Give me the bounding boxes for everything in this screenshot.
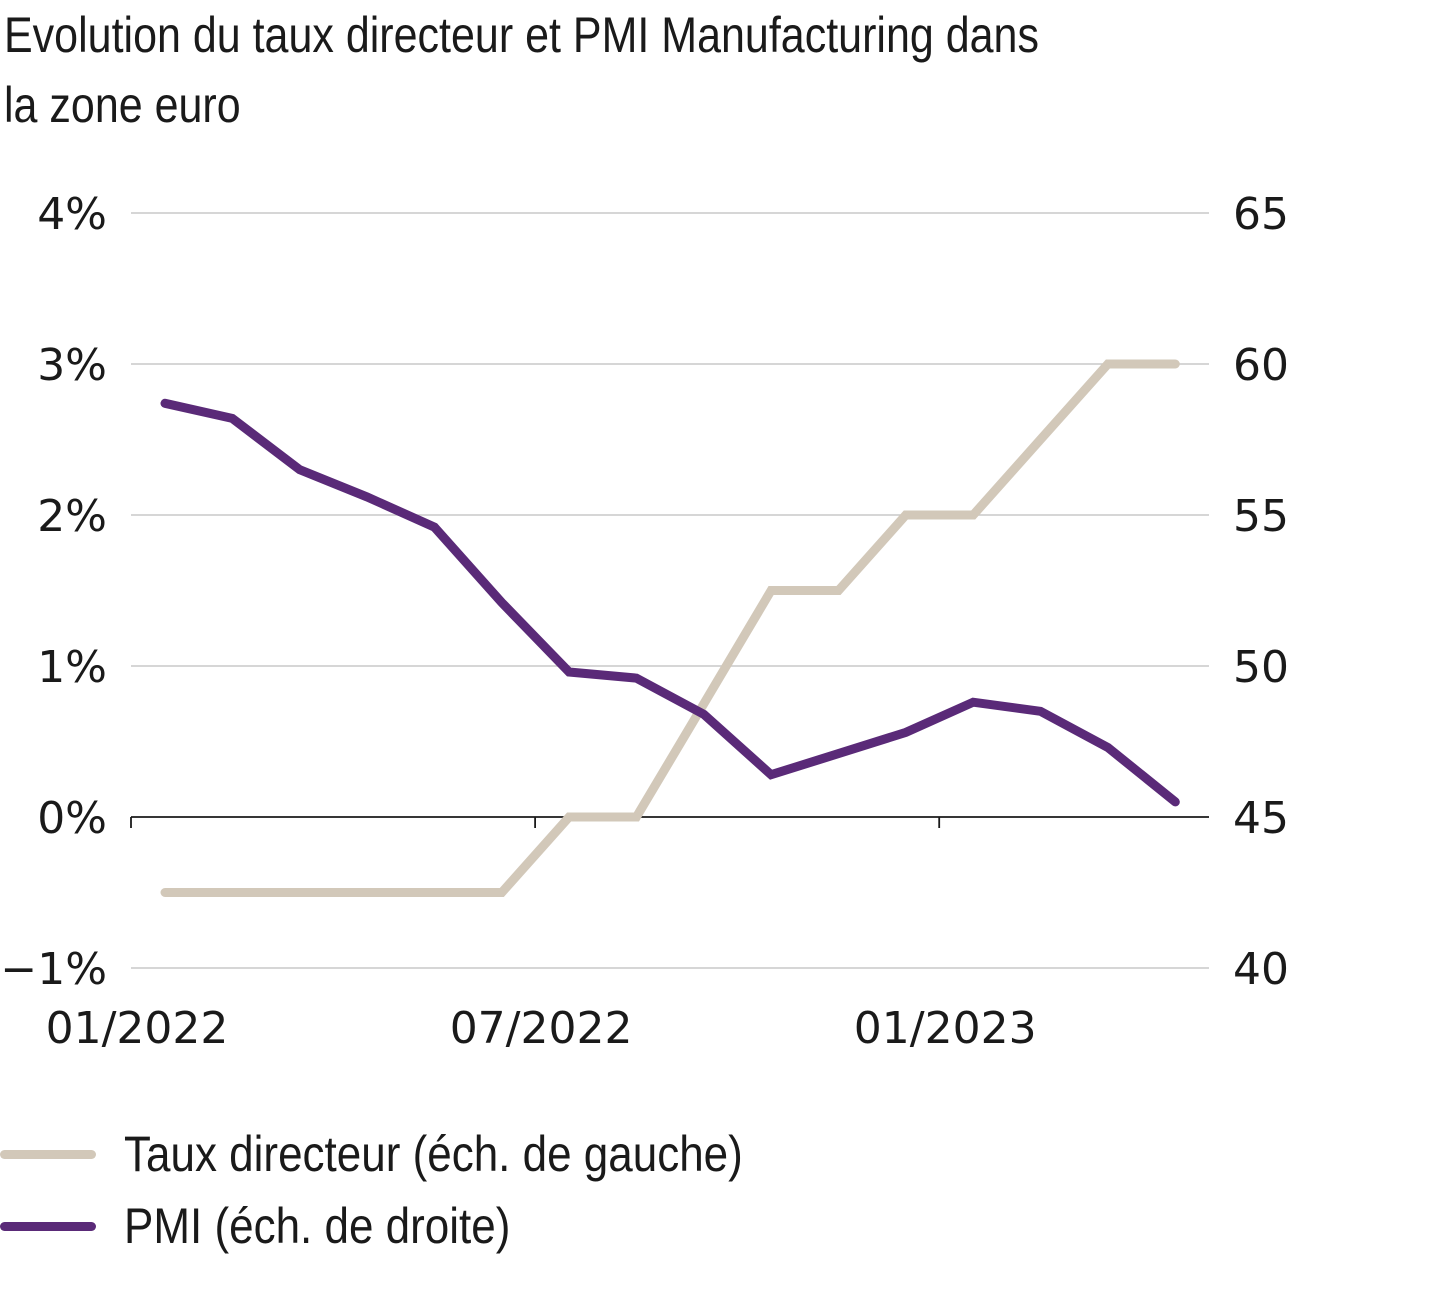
right-tick-label: 50 — [1233, 642, 1289, 693]
right-tick-label: 55 — [1233, 491, 1289, 542]
right-tick-label: 60 — [1233, 340, 1289, 391]
chart-title: Evolution du taux directeur et PMI Manuf… — [4, 0, 1122, 140]
x-tick-label: 07/2022 — [450, 1003, 633, 1054]
gridlines — [131, 212, 1209, 969]
left-tick-label: −1% — [0, 944, 107, 995]
left-tick-label: 4% — [37, 189, 107, 240]
legend: Taux directeur (éch. de gauche) PMI (éch… — [0, 1118, 827, 1262]
x-axis: 01/2022 07/2022 01/2023 — [46, 816, 1209, 1054]
left-tick-label: 1% — [37, 642, 107, 693]
legend-swatch-pmi — [0, 1221, 96, 1231]
right-tick-label: 65 — [1233, 189, 1289, 240]
series-line-policy-rate — [160, 359, 1180, 897]
chart-title-line-2: la zone euro — [4, 77, 241, 133]
legend-label-policy-rate: Taux directeur (éch. de gauche) — [124, 1126, 743, 1182]
right-tick-label: 40 — [1233, 944, 1289, 995]
series-line-pmi — [160, 398, 1180, 807]
legend-label-pmi: PMI (éch. de droite) — [124, 1198, 511, 1254]
legend-swatch-policy-rate — [0, 1149, 96, 1159]
chart-title-line-1: Evolution du taux directeur et PMI Manuf… — [4, 7, 1039, 63]
x-tick-label: 01/2023 — [854, 1003, 1037, 1054]
legend-item-pmi: PMI (éch. de droite) — [0, 1190, 827, 1262]
legend-item-policy-rate: Taux directeur (éch. de gauche) — [0, 1118, 827, 1190]
series-group — [160, 359, 1180, 897]
left-tick-label: 3% — [37, 340, 107, 391]
right-tick-label: 45 — [1233, 793, 1289, 844]
x-tick-label: 01/2022 — [46, 1003, 229, 1054]
right-axis-ticks: 65 60 55 50 45 40 — [1233, 189, 1289, 995]
left-tick-label: 2% — [37, 491, 107, 542]
left-axis-ticks: 4% 3% 2% 1% 0% −1% — [0, 189, 107, 995]
left-tick-label: 0% — [37, 793, 107, 844]
